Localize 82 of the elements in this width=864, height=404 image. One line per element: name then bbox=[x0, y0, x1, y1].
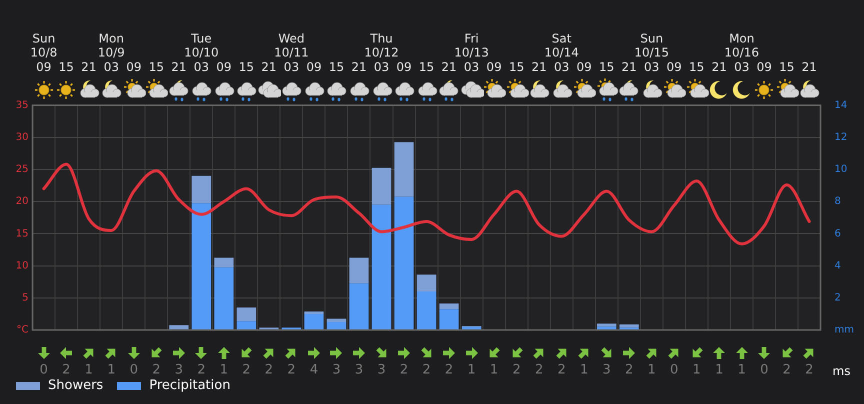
data-label: 2 bbox=[62, 362, 70, 378]
data-label: 2 bbox=[805, 362, 814, 378]
x-tick-label: Sun 10/8 09 bbox=[30, 31, 58, 74]
data-label: 3 bbox=[602, 362, 611, 378]
data-label: 1 bbox=[490, 362, 498, 378]
data-label: 1 bbox=[467, 362, 476, 378]
data-label: 0 bbox=[760, 362, 768, 378]
data-label: 2 bbox=[152, 362, 161, 378]
x-tick-label: 21 bbox=[441, 60, 457, 74]
x-tick-label: 21 bbox=[351, 60, 367, 74]
data-label: 3 bbox=[377, 362, 386, 378]
data-label: 2 bbox=[512, 362, 521, 378]
x-tick-label: 21 bbox=[531, 60, 547, 74]
x-tick-label: 21 bbox=[261, 60, 277, 74]
data-label: 1 bbox=[692, 362, 701, 378]
data-label: 0 bbox=[40, 362, 48, 378]
x-tick-label: 21 bbox=[802, 60, 817, 74]
data-label: 2 bbox=[444, 362, 454, 378]
data-label: 2 bbox=[287, 362, 296, 378]
data-label: 3 bbox=[174, 362, 184, 378]
x-tick-label: 15 bbox=[58, 60, 74, 74]
y2-tick-label: 6 bbox=[834, 228, 841, 240]
y2-tick-label: 10 bbox=[834, 164, 848, 176]
y-tick-label: °C bbox=[16, 324, 29, 336]
y-tick-label: 10 bbox=[16, 260, 29, 272]
data-label: 0 bbox=[130, 362, 138, 378]
y-tick-label: 15 bbox=[16, 228, 29, 240]
y-tick-label: 35 bbox=[16, 100, 29, 111]
x-tick-label: Mon 10/9 03 bbox=[98, 31, 125, 74]
data-label: 1 bbox=[220, 362, 228, 378]
x-tick-label: 15 bbox=[148, 60, 164, 74]
x-tick-label: 09 bbox=[216, 60, 232, 74]
data-label: 1 bbox=[580, 362, 588, 378]
x-tick-label: 09 bbox=[756, 60, 772, 74]
data-label: 2 bbox=[422, 362, 431, 378]
data-label: 1 bbox=[107, 362, 116, 378]
x-tick-label: 21 bbox=[622, 60, 637, 74]
data-label: 4 bbox=[310, 362, 318, 378]
x-tick-label: 09 bbox=[486, 60, 502, 74]
y2-tick-label: 4 bbox=[834, 260, 841, 272]
x-tick-label: 21 bbox=[81, 60, 96, 74]
data-label: 2 bbox=[782, 362, 791, 378]
data-label: 2 bbox=[557, 362, 566, 378]
y2-tick-label: mm bbox=[834, 324, 854, 336]
data-label: 1 bbox=[738, 362, 746, 378]
data-label: 2 bbox=[264, 362, 274, 378]
data-label: 2 bbox=[197, 362, 206, 378]
data-label: 0 bbox=[670, 362, 678, 378]
x-tick-label: 09 bbox=[576, 60, 592, 74]
y-tick-label: 20 bbox=[16, 196, 29, 208]
data-label: 2 bbox=[242, 362, 251, 378]
y2-tick-label: 12 bbox=[834, 132, 848, 143]
y2-tick-label: 8 bbox=[834, 196, 841, 208]
data-label: 2 bbox=[625, 362, 634, 378]
data-label: 1 bbox=[84, 362, 93, 378]
x-tick-label: 15 bbox=[328, 60, 344, 74]
y-tick-label: 30 bbox=[16, 132, 29, 143]
y-tick-label: 5 bbox=[22, 292, 29, 304]
data-label: 3 bbox=[354, 362, 364, 378]
x-tick-label: 09 bbox=[126, 60, 142, 74]
x-tick-label: 15 bbox=[599, 60, 614, 74]
legend-label: Showers bbox=[48, 378, 104, 393]
data-label: 2 bbox=[400, 362, 408, 378]
y2-tick-label: 2 bbox=[834, 292, 841, 304]
data-label: 3 bbox=[332, 362, 341, 378]
data-label: 1 bbox=[648, 362, 656, 378]
x-tick-label: 09 bbox=[396, 60, 412, 74]
x-tick-label: 21 bbox=[171, 60, 187, 74]
x-tick-label: 21 bbox=[712, 60, 727, 74]
x-tick-label: 15 bbox=[689, 60, 704, 74]
text: ms bbox=[832, 364, 850, 378]
y-tick-label: 25 bbox=[16, 164, 29, 176]
x-tick-label: 15 bbox=[779, 60, 794, 74]
x-tick-label: 15 bbox=[418, 60, 434, 74]
data-label: 2 bbox=[534, 362, 544, 378]
x-tick-label: 09 bbox=[306, 60, 322, 74]
x-tick-label: 15 bbox=[508, 60, 524, 74]
x-tick-label: 09 bbox=[666, 60, 682, 74]
legend-label: Precipitation bbox=[149, 378, 230, 393]
data-label: 1 bbox=[715, 362, 724, 378]
x-tick-label: 15 bbox=[238, 60, 254, 74]
y2-tick-label: 14 bbox=[834, 100, 848, 111]
